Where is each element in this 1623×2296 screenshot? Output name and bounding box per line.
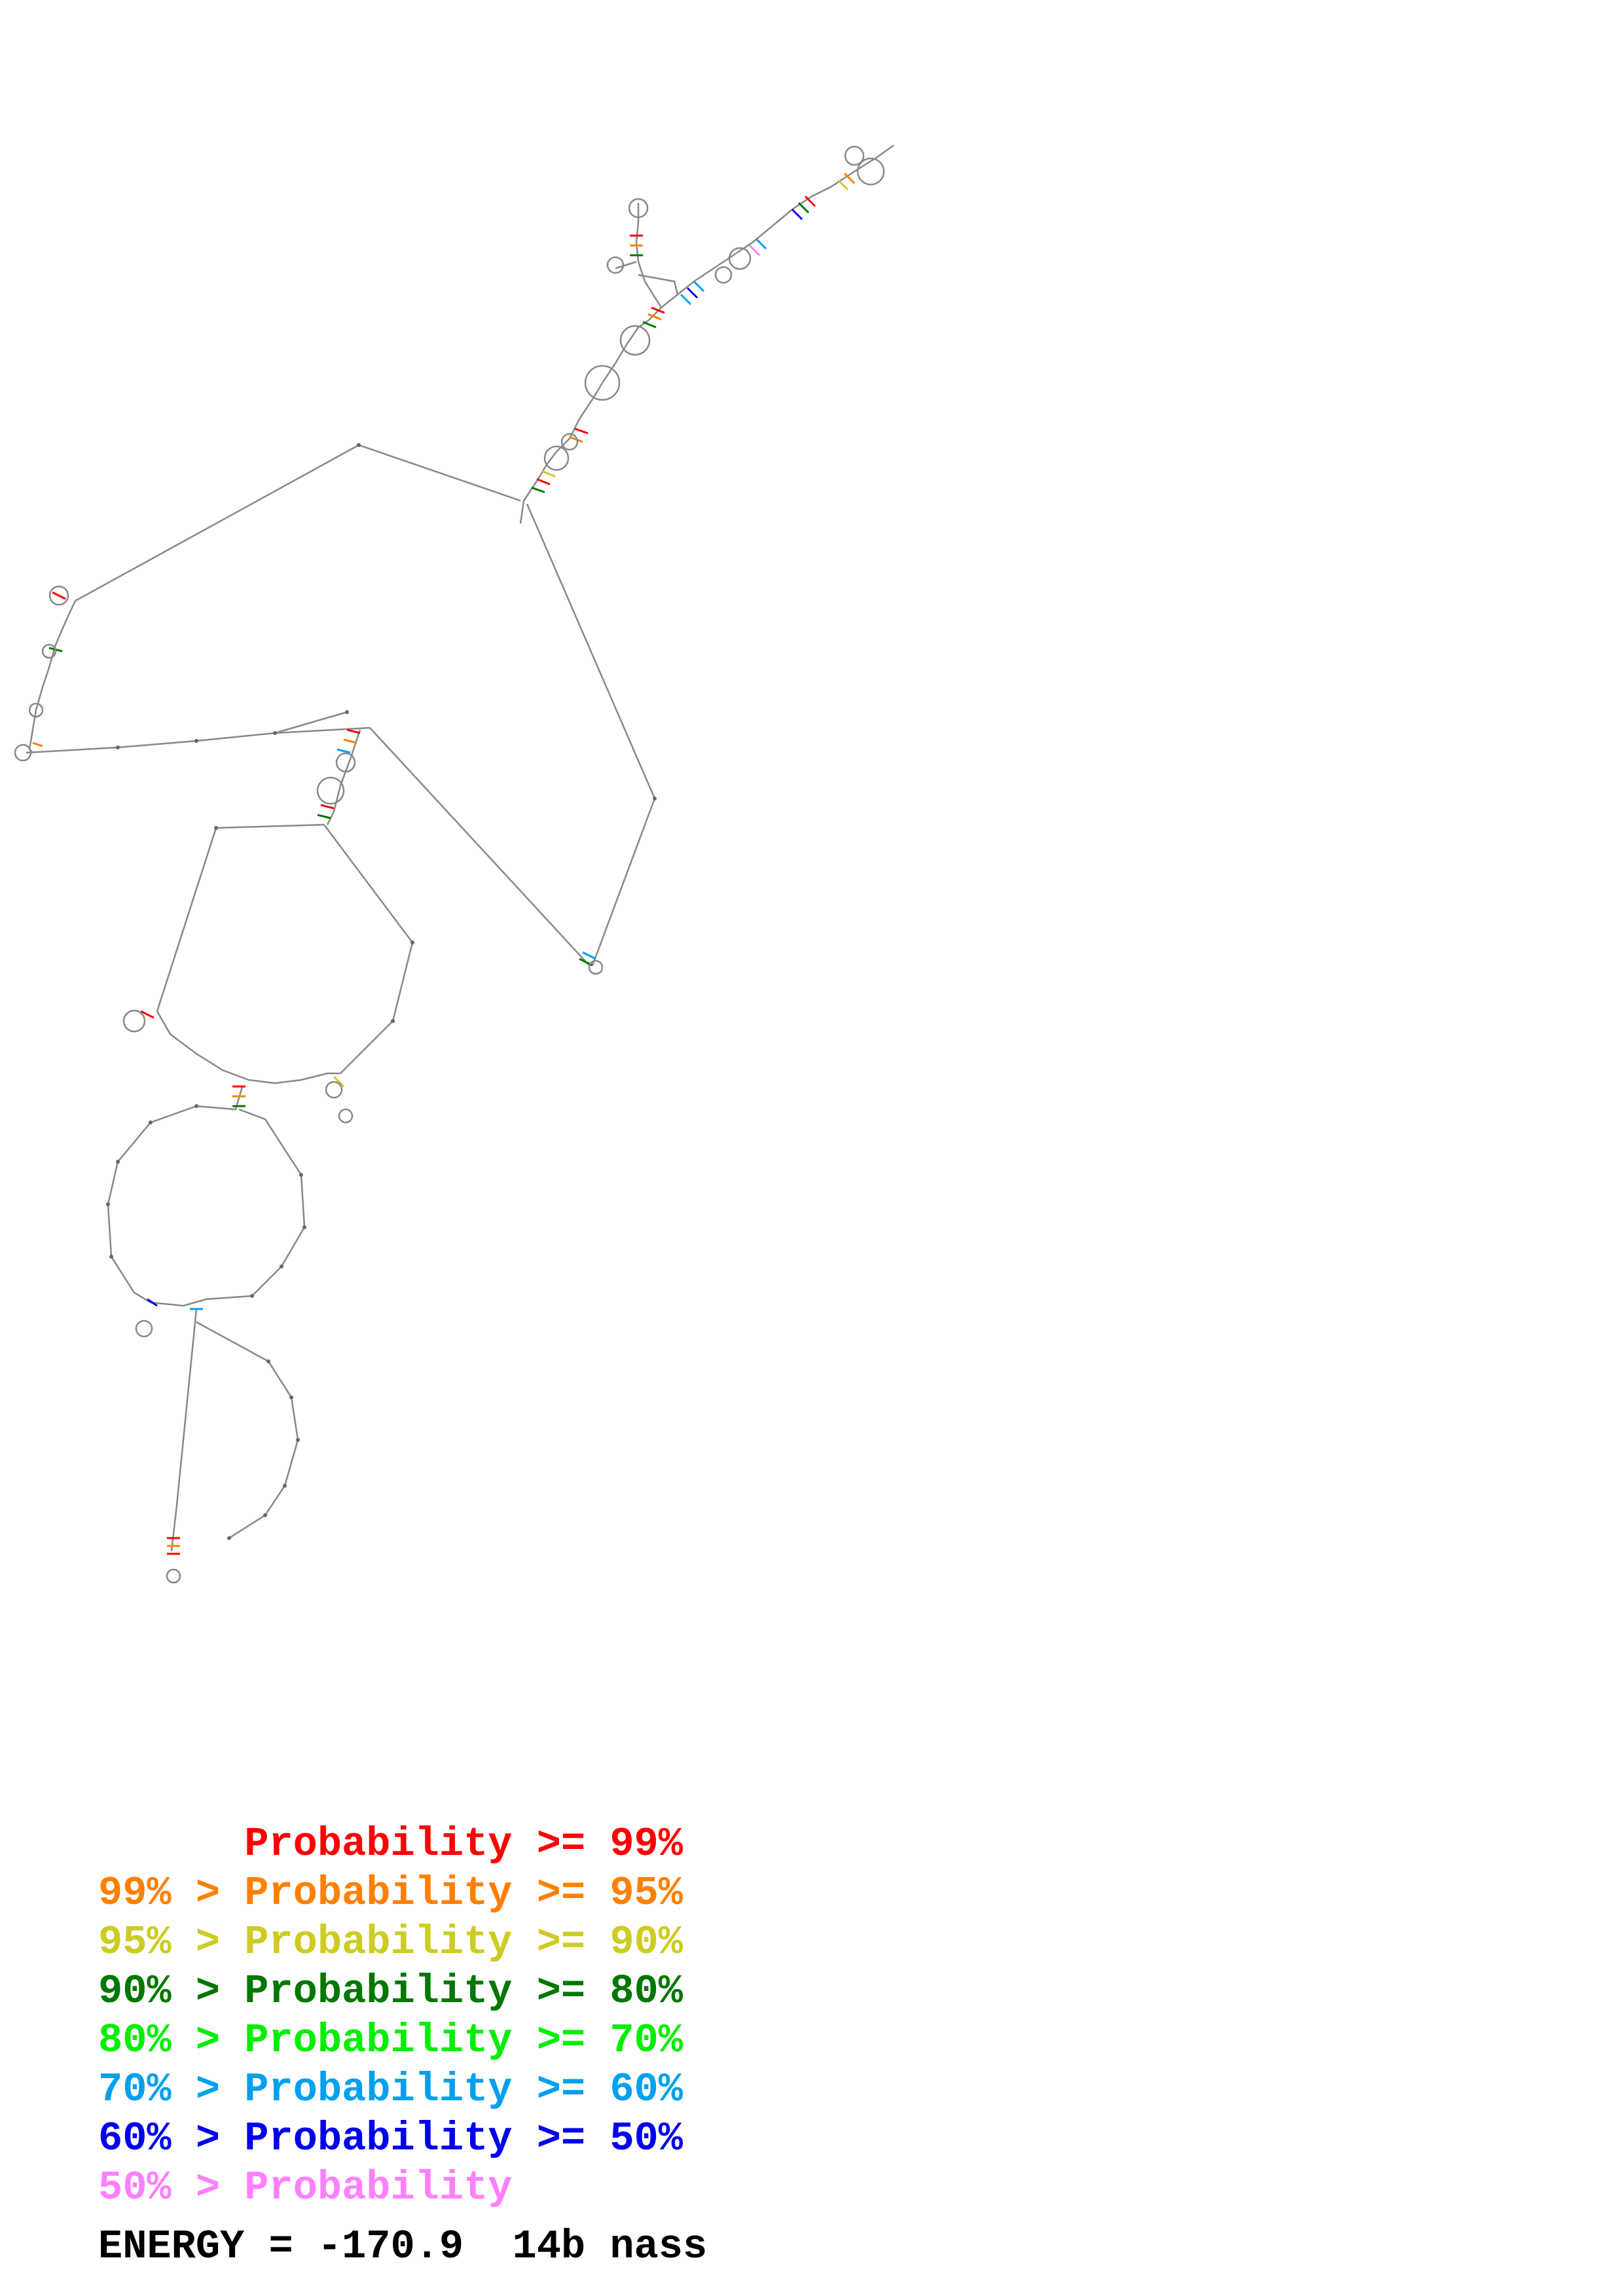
- hairpin-loop-bottom-left: [135, 1319, 153, 1338]
- hairpin-loop-tail: [166, 1568, 181, 1584]
- backbone-long-right: [526, 503, 656, 966]
- internal-loop-4: [584, 365, 621, 401]
- backbone-second-loop-bottom: [156, 1011, 340, 1085]
- backbone: [26, 144, 894, 1552]
- internal-loop-middle-2: [316, 776, 345, 805]
- helix-side-stem: [630, 234, 643, 257]
- energy-label: ENERGY = -170.9 14b nass: [98, 2223, 708, 2270]
- legend-entry: 90% > Probability >= 80%: [98, 1968, 683, 2015]
- internal-loop-middle: [335, 752, 356, 773]
- backbone-tail-left: [170, 1308, 198, 1552]
- internal-loop-3: [619, 325, 651, 356]
- internal-loop-6: [560, 433, 579, 451]
- hairpin-loop-lower-right-2: [338, 1108, 354, 1124]
- legend-entry: 60% > Probability >= 50%: [98, 2115, 683, 2162]
- hairpin-loop-lower-right: [325, 1081, 343, 1099]
- hairpin-loop-left-4: [14, 744, 32, 762]
- nucleotide-dots: [106, 443, 657, 1540]
- hairpin-loop-lower-left: [122, 1009, 146, 1033]
- internal-loop-2: [714, 266, 733, 284]
- backbone-upper-branch: [519, 144, 894, 524]
- hairpin-loop-top-right: [856, 157, 885, 186]
- hairpin-loops: [14, 145, 885, 1584]
- rna-secondary-structure: [14, 144, 894, 1584]
- backbone-diagonal-to-bottom-stem: [369, 727, 590, 966]
- helix-top-right: [680, 172, 856, 306]
- legend-entry: 70% > Probability >= 60%: [98, 2066, 683, 2113]
- backbone-left-arc: [28, 600, 77, 753]
- legend-entry: 80% > Probability >= 70%: [98, 2017, 683, 2064]
- legend-entry: 95% > Probability >= 90%: [98, 1919, 683, 1965]
- backbone-middle-stem: [326, 729, 361, 825]
- legend-entry: 99% > Probability >= 95%: [98, 1870, 683, 1916]
- backbone-side-stem: [615, 203, 679, 308]
- hairpin-loop-left-3: [28, 702, 44, 718]
- backbone-horizontal-run: [26, 711, 371, 754]
- helix-middle: [317, 728, 361, 819]
- legend-entry: 50% > Probability: [98, 2164, 513, 2211]
- probability-legend: Probability >= 99% 99% > Probability >= …: [98, 1820, 683, 2212]
- hairpin-loop-right: [588, 960, 604, 975]
- helix-lower: [140, 1010, 345, 1555]
- hairpin-loop-left-2: [41, 643, 57, 659]
- hairpin-loop-side: [606, 256, 625, 274]
- helix-upper-middle: [531, 306, 665, 493]
- backbone-third-multiloop: [107, 1086, 306, 1307]
- backbone-tail-right: [196, 1321, 299, 1539]
- internal-loop-5: [543, 445, 570, 471]
- internal-loop-1: [728, 247, 752, 270]
- hairpin-loop-left-1: [48, 585, 69, 606]
- backbone-second-multiloop: [156, 823, 414, 1074]
- hairpin-loop-top: [628, 198, 649, 219]
- legend-entry: Probability >= 99%: [98, 1821, 683, 1867]
- backbone-long-left: [75, 444, 521, 602]
- hairpin-loop-top-right-2: [844, 145, 865, 166]
- helix-stems: [32, 172, 856, 1555]
